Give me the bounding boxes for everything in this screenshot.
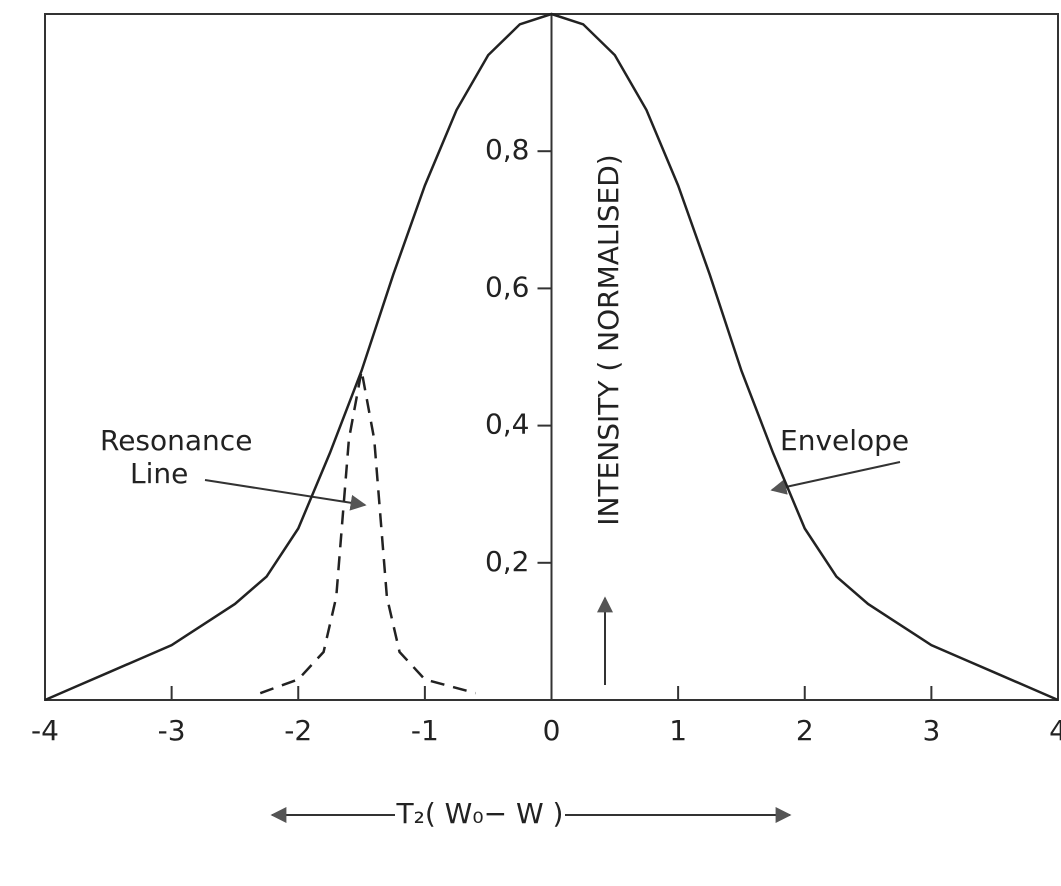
x-tick-label: 4 — [1049, 714, 1061, 747]
annotation: Envelope — [780, 424, 909, 457]
x-tick-label: 2 — [796, 714, 814, 747]
x-tick-label: 1 — [669, 714, 687, 747]
x-tick-label: 3 — [922, 714, 940, 747]
annotation: Resonance — [100, 424, 252, 457]
annotation-arrow — [204, 479, 367, 511]
x-tick-label: -3 — [158, 714, 186, 747]
y-tick-label: 0,2 — [485, 545, 530, 578]
x-tick-label: -2 — [284, 714, 312, 747]
y-axis-label: INTENSITY ( NORMALISED) — [592, 154, 625, 525]
x-tick-label: -1 — [411, 714, 439, 747]
annotation: Line — [130, 457, 188, 490]
series-line — [259, 370, 476, 695]
y-tick-label: 0,8 — [485, 133, 530, 166]
x-axis-label: T₂( W₀− W ) — [396, 797, 564, 830]
annotation-arrow — [770, 461, 901, 495]
x-tick-label: 0 — [543, 714, 561, 747]
series-line — [44, 12, 1059, 702]
y-tick-label: 0,6 — [485, 270, 530, 303]
y-tick-label: 0,4 — [485, 408, 530, 441]
x-tick-label: -4 — [31, 714, 59, 747]
